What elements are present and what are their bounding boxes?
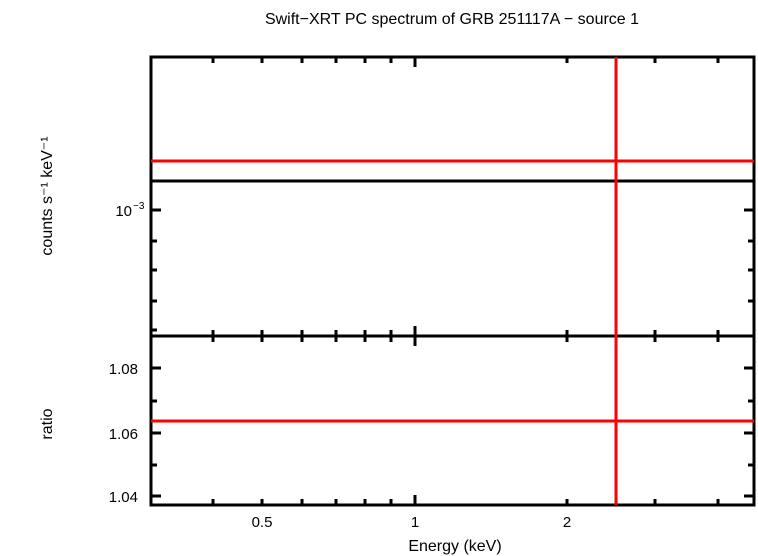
ytick-1-06: 1.06: [109, 426, 138, 443]
ylabel-bottom: ratio: [39, 408, 56, 439]
ylabel-top: counts s⁻¹ keV⁻¹: [39, 136, 56, 255]
ytick-1-08: 1.08: [109, 361, 138, 378]
bottom-panel-top-ticks: [211, 326, 720, 346]
ytick-top-label: 10: [115, 203, 132, 220]
ytick-1-04: 1.04: [109, 489, 138, 506]
xtick-1: 1: [411, 514, 419, 531]
bottom-panel: 1.08 1.06 1.04 ratio: [39, 326, 756, 507]
xtick-2: 2: [563, 514, 571, 531]
top-panel: 10 −3 counts s⁻¹ keV⁻¹: [39, 55, 756, 338]
bottom-panel-bottom-ticks: [211, 495, 720, 505]
ytick-top-exponent: −3: [133, 201, 145, 212]
bottom-panel-right-ticks: [744, 366, 754, 498]
top-panel-left-ticks: [151, 208, 161, 332]
top-panel-top-ticks: [211, 57, 720, 67]
top-panel-right-ticks: [744, 208, 754, 303]
xlabel: Energy (keV): [408, 538, 501, 555]
top-panel-frame: [149, 55, 756, 338]
xtick-0-5: 0.5: [252, 514, 273, 531]
chart-title: Swift−XRT PC spectrum of GRB 251117A − s…: [265, 11, 639, 28]
bottom-panel-left-ticks: [151, 366, 161, 498]
